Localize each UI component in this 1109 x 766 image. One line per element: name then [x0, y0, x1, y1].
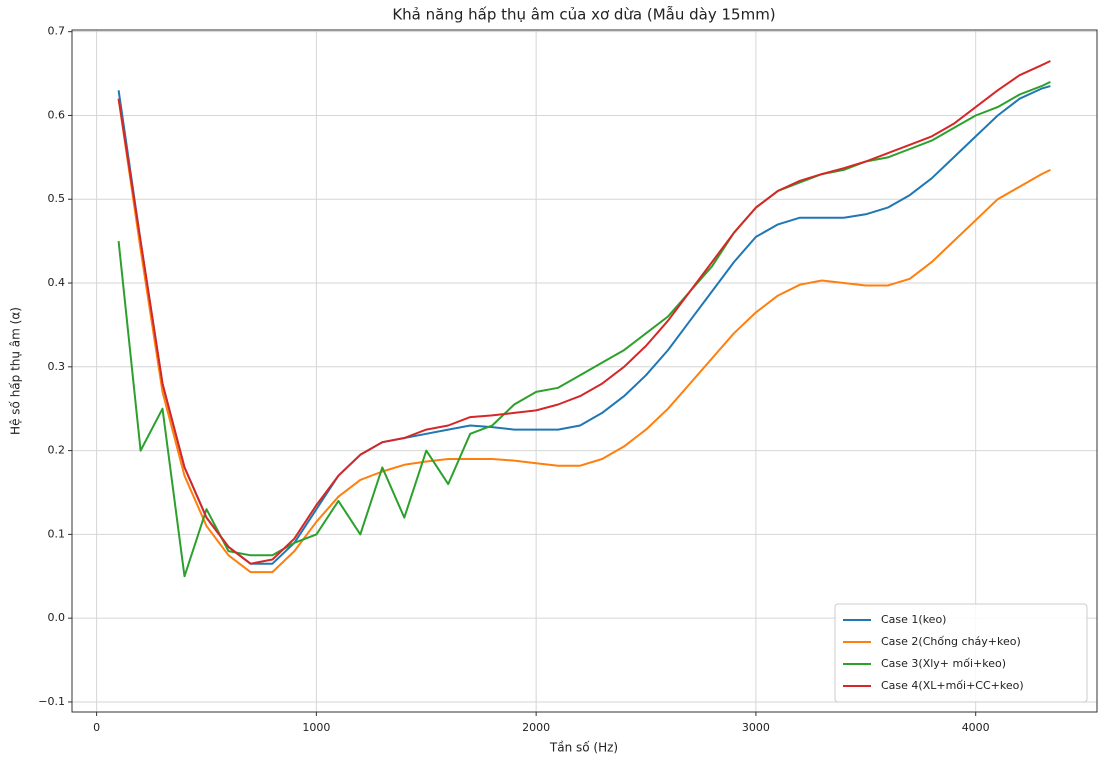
y-axis-label: Hệ số hấp thụ âm (α): [9, 307, 23, 435]
x-tick-label: 4000: [962, 721, 990, 734]
y-tick-label: −0.1: [38, 695, 65, 708]
x-axis-label: Tần số (Hz): [549, 741, 618, 755]
y-tick-label: 0.5: [48, 192, 66, 205]
data-line: [117, 60, 1051, 565]
plot-frame: [71, 29, 1098, 713]
data-line: [117, 85, 1051, 565]
data-line: [117, 98, 1051, 574]
legend-box: [834, 603, 1088, 703]
x-tick-label: 2000: [522, 721, 550, 734]
legend-label: Case 2(Chống cháy+keo): [881, 635, 1021, 648]
data-line: [117, 80, 1051, 578]
y-tick-label: 0.3: [48, 360, 66, 373]
legend-label: Case 1(keo): [881, 613, 946, 626]
legend-label: Case 4(XL+mối+CC+keo): [881, 679, 1024, 692]
legend: Case 1(keo) Case 2(Chống cháy+keo) Case 3(…: [834, 603, 1088, 703]
y-tick-label: 0.1: [48, 527, 66, 540]
x-tick-label: 3000: [742, 721, 770, 734]
y-tick-label: 0.6: [48, 108, 66, 121]
x-tick-label: 1000: [302, 721, 330, 734]
chart-title: Khả năng hấp thụ âm của xơ dừa (Mẫu dày …: [392, 6, 775, 24]
legend-label: Case 3(Xly+ mối+keo): [881, 657, 1006, 670]
x-tick-label: 0: [93, 721, 100, 734]
y-tick-label: 0.0: [48, 611, 66, 624]
y-tick-label: 0.4: [48, 276, 66, 289]
y-tick-label: 0.7: [48, 25, 66, 38]
y-tick-label: 0.2: [48, 444, 66, 457]
